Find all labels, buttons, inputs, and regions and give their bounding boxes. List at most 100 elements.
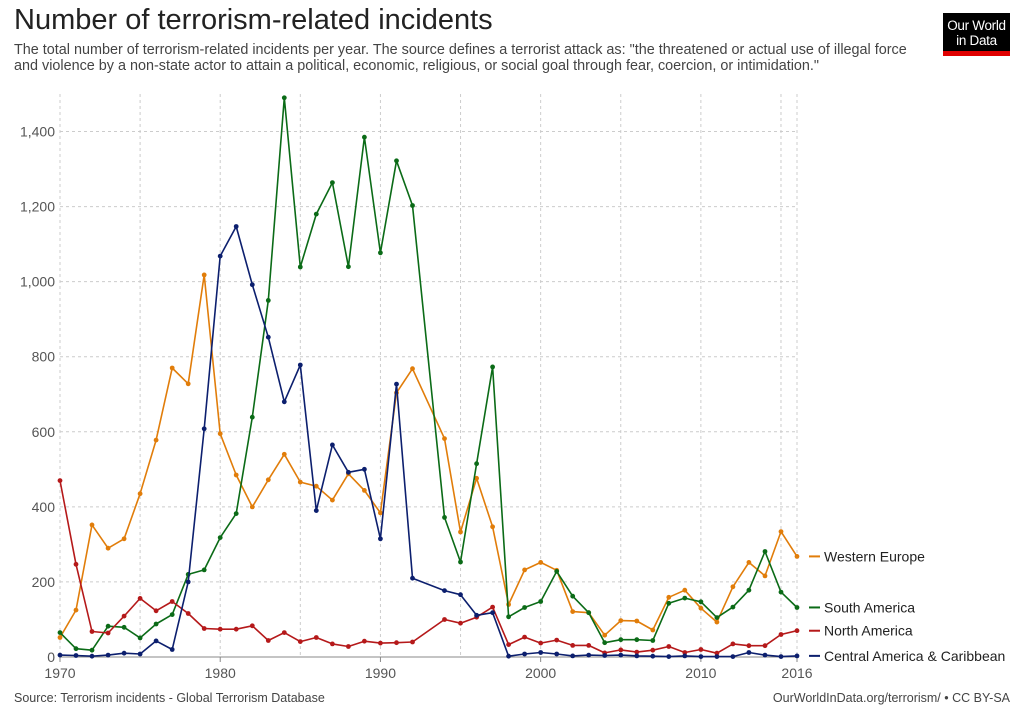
y-tick-label: 1,200: [20, 199, 55, 215]
data-point: [602, 640, 608, 646]
data-point: [121, 650, 127, 656]
data-point: [249, 504, 255, 510]
data-point: [137, 635, 143, 641]
data-point: [634, 637, 640, 643]
data-point: [746, 560, 752, 565]
data-point: [378, 250, 383, 256]
data-point: [378, 510, 383, 516]
y-tick-label: 1,400: [20, 124, 55, 140]
data-point: [313, 508, 319, 513]
data-point: [185, 579, 191, 585]
data-point: [217, 253, 223, 259]
data-point: [105, 652, 111, 658]
data-point: [778, 589, 784, 595]
data-point: [714, 619, 720, 625]
data-point: [794, 605, 800, 610]
data-point: [313, 211, 319, 217]
data-point: [618, 618, 624, 623]
data-point: [714, 615, 720, 620]
data-point: [602, 632, 608, 638]
data-point: [778, 654, 784, 659]
data-point: [746, 587, 752, 593]
data-point: [522, 634, 527, 640]
data-point: [730, 604, 736, 610]
data-point: [73, 646, 79, 652]
data-point: [330, 641, 335, 647]
data-point: [281, 399, 287, 405]
data-point: [618, 637, 624, 643]
series-line: [59, 480, 798, 655]
data-point: [281, 451, 287, 457]
x-tick-label: 1990: [365, 665, 396, 681]
data-point: [201, 426, 207, 432]
data-point: [506, 642, 511, 647]
data-point: [442, 588, 447, 593]
data-point: [217, 431, 223, 437]
data-point: [57, 635, 63, 640]
data-point: [442, 617, 447, 622]
data-point: [105, 545, 111, 551]
logo-line-1: Our World: [947, 18, 1006, 33]
data-point: [698, 654, 704, 659]
data-point: [297, 362, 303, 368]
data-point: [394, 640, 399, 646]
data-point: [265, 334, 271, 340]
data-point: [458, 592, 463, 598]
data-point: [297, 479, 303, 485]
data-point: [442, 515, 447, 520]
data-point: [746, 643, 752, 649]
data-point: [73, 653, 79, 658]
data-point: [378, 536, 383, 542]
data-point: [57, 478, 63, 483]
data-point: [602, 653, 608, 658]
data-point: [762, 643, 768, 649]
data-point: [378, 640, 383, 646]
data-point: [281, 630, 287, 635]
data-point: [137, 491, 143, 497]
series-line: [59, 274, 798, 638]
data-point: [794, 554, 800, 559]
data-point: [666, 594, 672, 600]
data-point: [618, 652, 624, 658]
data-point: [410, 366, 415, 372]
data-point: [217, 535, 223, 540]
data-point: [570, 609, 576, 614]
data-point: [650, 653, 656, 659]
data-point: [249, 282, 255, 288]
data-point: [169, 647, 175, 652]
data-point: [137, 596, 143, 601]
data-point: [522, 567, 527, 573]
data-point: [714, 654, 720, 659]
data-point: [105, 630, 111, 636]
data-point: [474, 475, 479, 481]
data-point: [346, 469, 351, 475]
credit-link[interactable]: OurWorldInData.org/terrorism/ • CC BY-SA: [772, 691, 1010, 705]
data-point: [233, 511, 239, 516]
data-point: [249, 623, 255, 629]
data-point: [762, 652, 768, 658]
legend-label: Western Europe: [824, 548, 925, 564]
data-point: [233, 626, 239, 632]
data-point: [586, 643, 592, 648]
data-point: [233, 224, 239, 229]
data-point: [394, 381, 399, 387]
data-point: [362, 638, 367, 644]
x-tick-label: 2016: [781, 665, 812, 681]
data-point: [490, 524, 495, 530]
data-point: [794, 653, 800, 659]
y-tick-label: 800: [32, 349, 56, 365]
data-point: [137, 651, 143, 657]
data-point: [153, 621, 159, 627]
data-point: [666, 600, 672, 606]
logo-line-2: in Data: [956, 33, 997, 48]
data-point: [634, 653, 640, 659]
data-point: [265, 638, 271, 643]
data-point: [538, 650, 544, 655]
data-point: [522, 651, 527, 657]
chart-title: Number of terrorism-related incidents: [14, 4, 493, 36]
owid-logo[interactable]: Our World in Data: [943, 13, 1010, 56]
data-point: [153, 638, 159, 644]
data-point: [89, 629, 95, 634]
y-tick-label: 400: [32, 499, 56, 515]
